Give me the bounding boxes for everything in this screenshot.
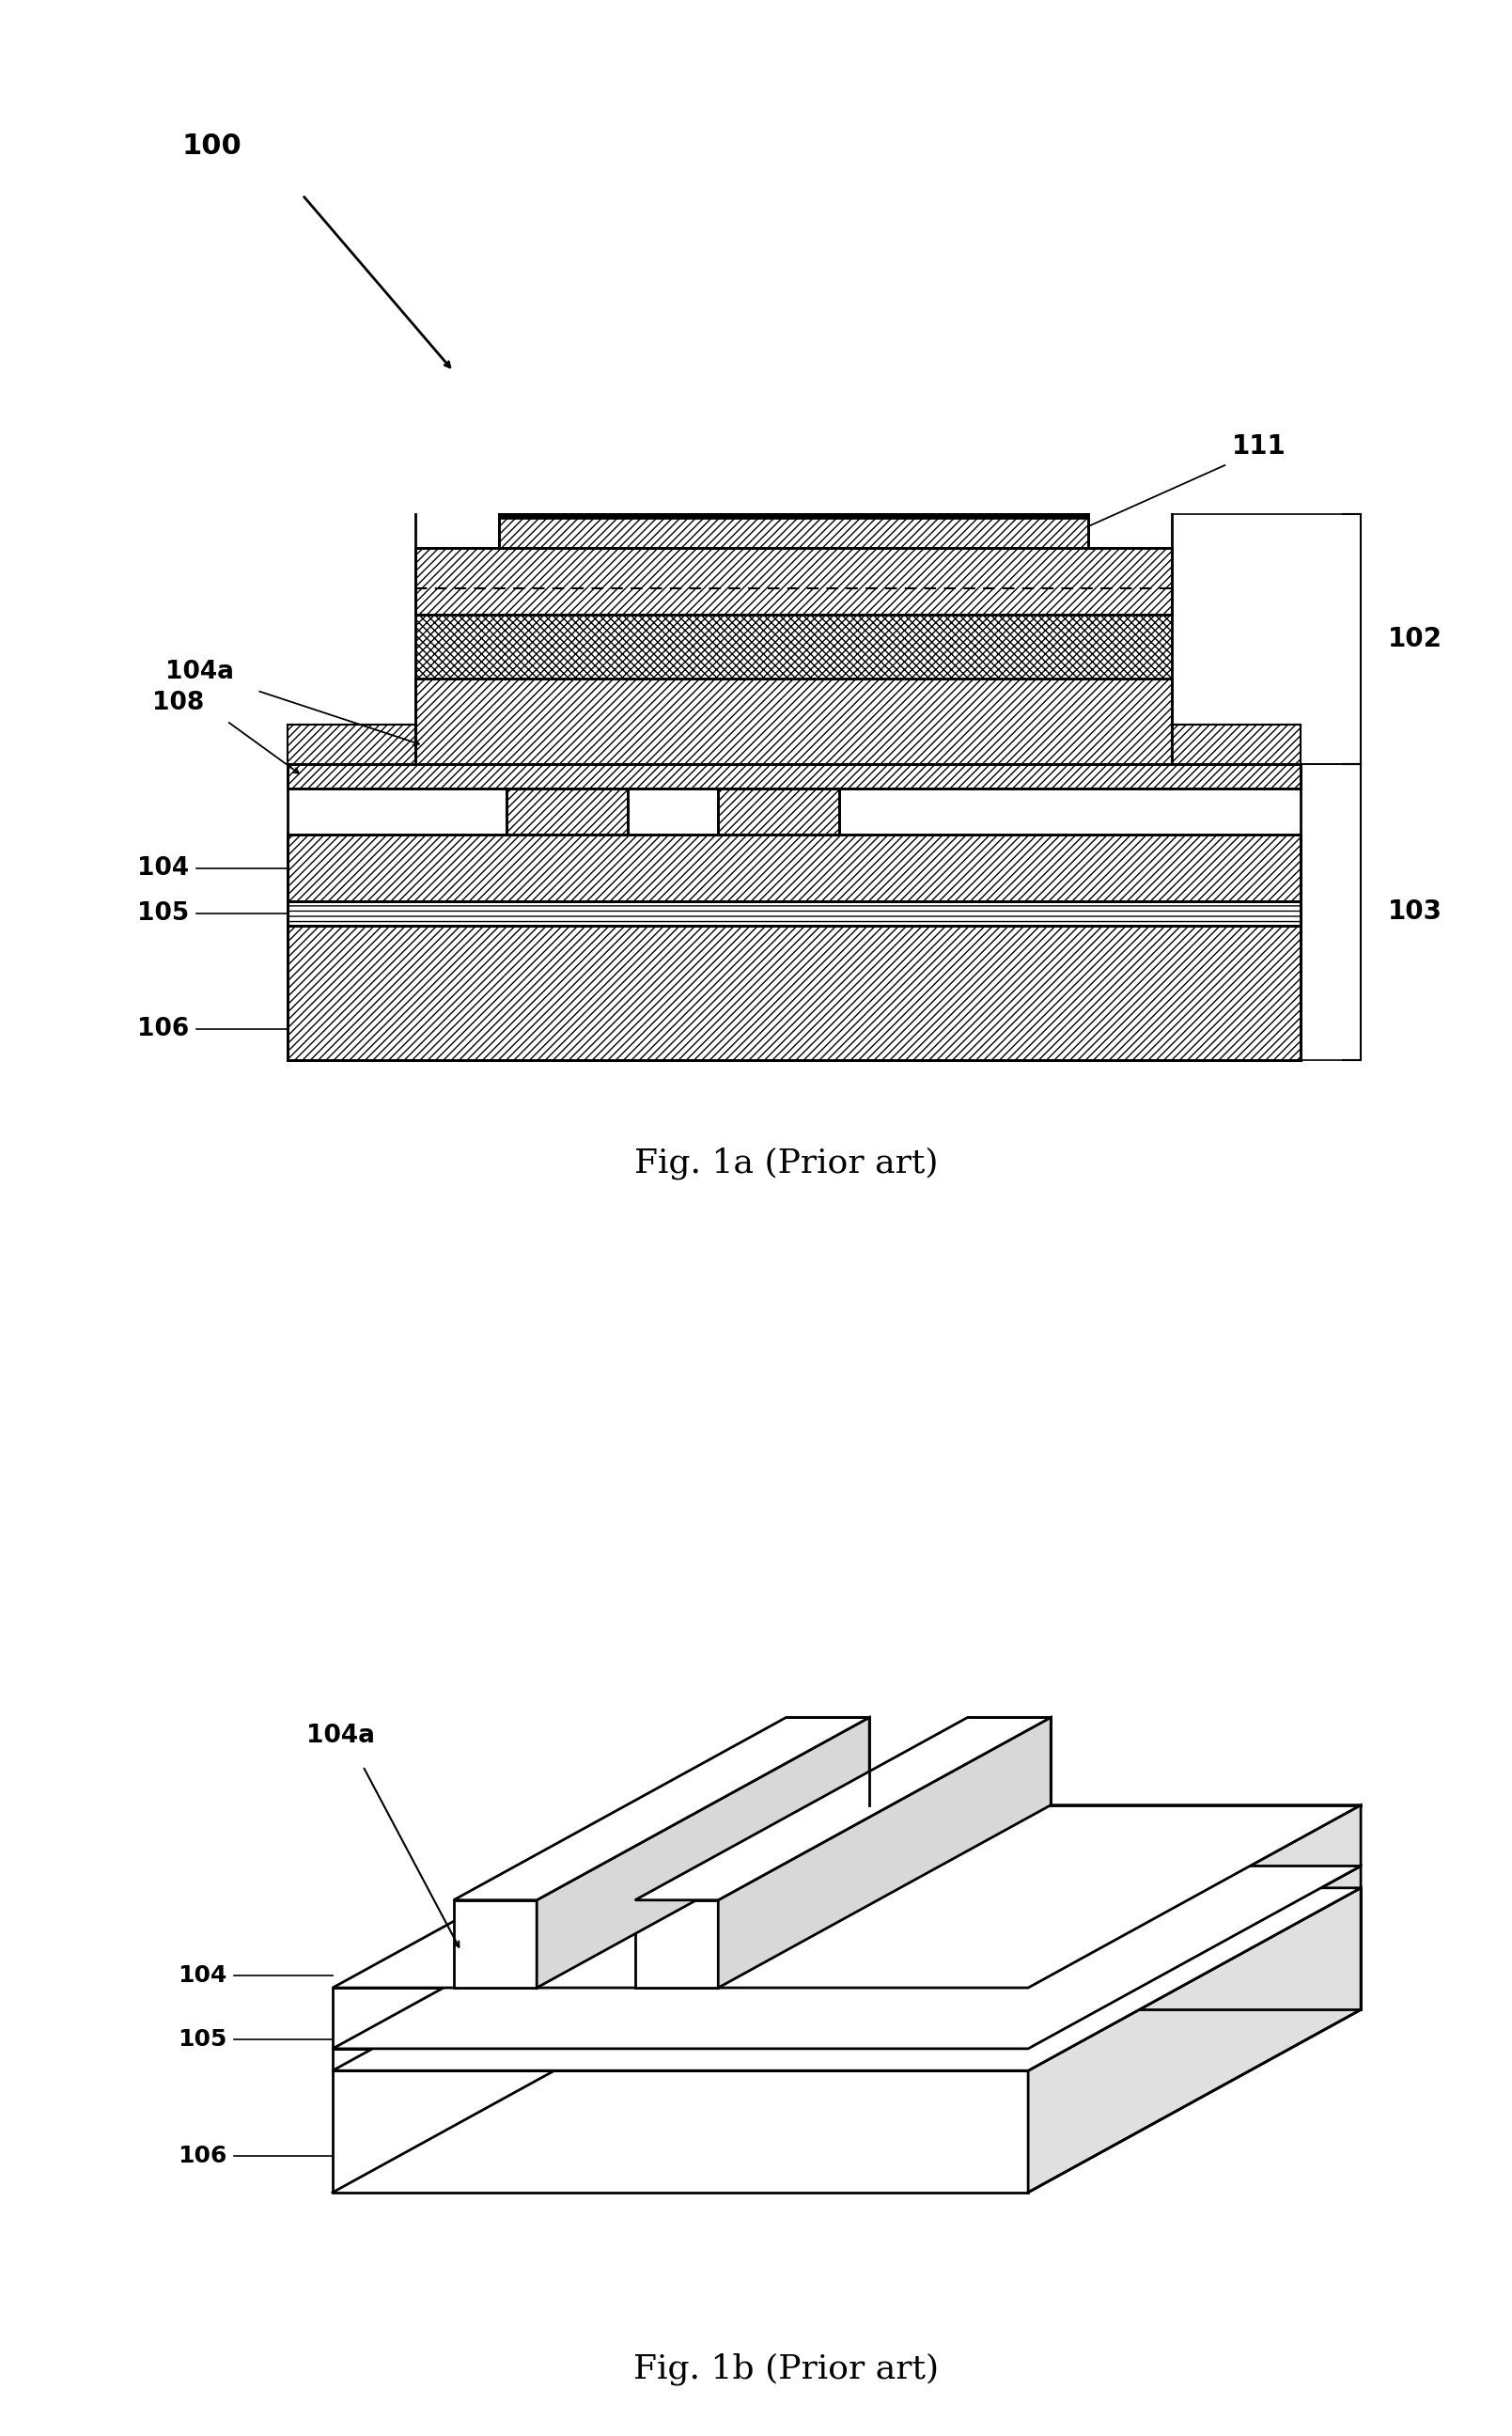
Bar <box>416 548 1172 616</box>
Bar <box>333 2071 1028 2192</box>
Bar <box>333 2049 1028 2071</box>
Text: 103: 103 <box>1388 899 1442 926</box>
Text: 102: 102 <box>1388 626 1442 653</box>
Text: 106: 106 <box>138 1016 189 1043</box>
Bar <box>1172 726 1300 765</box>
Text: Fig. 1b (Prior art): Fig. 1b (Prior art) <box>634 2353 939 2385</box>
Bar <box>507 789 627 833</box>
Bar <box>287 726 416 765</box>
Polygon shape <box>635 1717 1051 1900</box>
Bar <box>635 1900 718 1988</box>
Polygon shape <box>718 1717 1051 1988</box>
Bar <box>287 765 1300 789</box>
Text: 104: 104 <box>177 1963 227 1988</box>
Bar <box>416 680 1172 765</box>
Text: 105: 105 <box>177 2027 227 2051</box>
Bar <box>718 789 839 833</box>
Polygon shape <box>1028 1888 1361 2192</box>
Text: 104a: 104a <box>166 660 234 685</box>
Text: 100: 100 <box>181 132 242 161</box>
Polygon shape <box>454 1717 869 1900</box>
Text: 111: 111 <box>1232 434 1287 458</box>
Polygon shape <box>1028 1805 1361 2049</box>
Text: 104: 104 <box>138 855 189 882</box>
Bar <box>499 514 1089 519</box>
Bar <box>454 1900 537 1988</box>
Bar <box>287 833 1300 901</box>
Text: 105: 105 <box>138 901 189 926</box>
Text: 104a: 104a <box>305 1722 375 1749</box>
Bar <box>499 514 1089 548</box>
Polygon shape <box>333 1866 1361 2049</box>
Polygon shape <box>537 1717 869 1988</box>
Polygon shape <box>1028 1866 1361 2071</box>
Bar <box>287 926 1300 1060</box>
Polygon shape <box>333 1888 1361 2071</box>
Bar <box>287 901 1300 926</box>
Text: Fig. 1a (Prior art): Fig. 1a (Prior art) <box>634 1147 939 1179</box>
Text: 106: 106 <box>177 2144 227 2168</box>
Polygon shape <box>333 1805 1361 1988</box>
Text: 108: 108 <box>153 689 204 716</box>
Bar <box>333 1988 1028 2049</box>
Bar <box>416 614 1172 677</box>
